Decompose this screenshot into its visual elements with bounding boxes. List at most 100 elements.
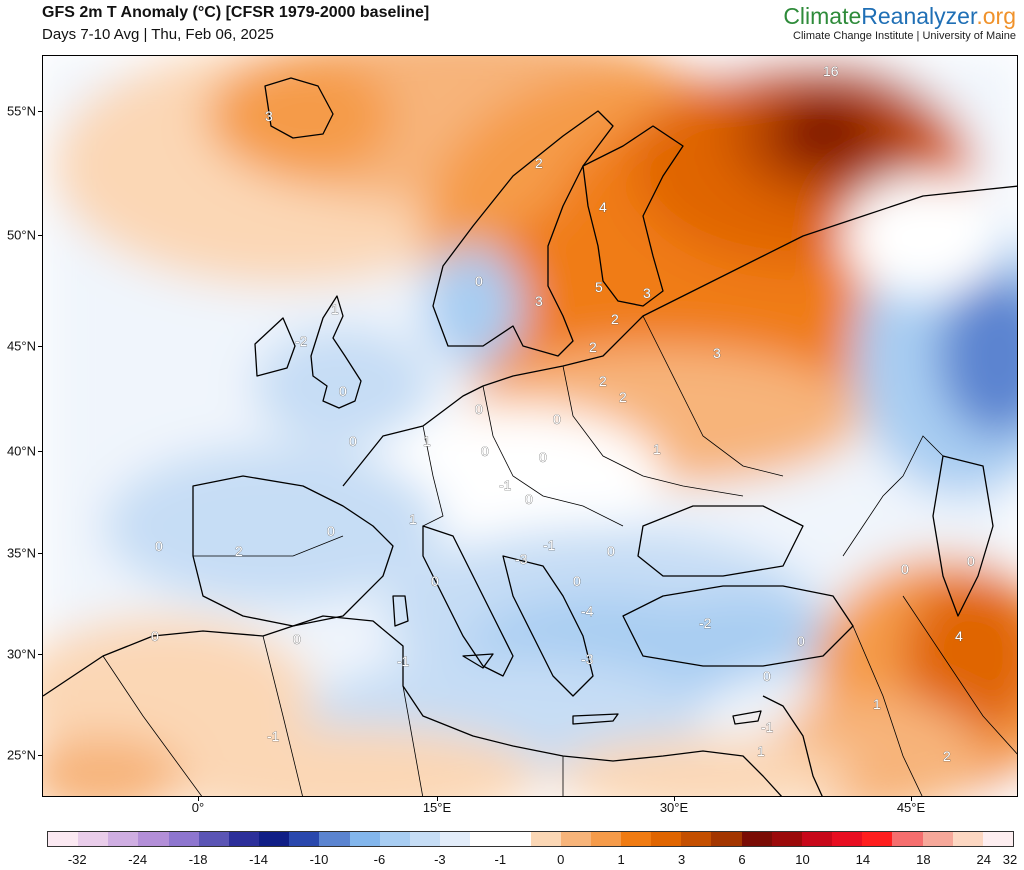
lat-tick bbox=[38, 451, 42, 452]
colorbar-label: -24 bbox=[128, 852, 148, 867]
brand-part-climate: Climate bbox=[783, 3, 862, 29]
colorbar-swatch bbox=[440, 832, 471, 846]
contour-value-label: 0 bbox=[573, 573, 581, 589]
contour-value-label: 4 bbox=[955, 628, 963, 644]
colorbar-label: 10 bbox=[795, 852, 810, 867]
map-panel: 16 3 2 4 0 3 5 3 1 -2 2 2 3 0 2 2 0 0 1 0 1 0 0 -1 0 1 0 0 2 0 -3 -1 0 0-… bbox=[42, 55, 1018, 797]
colorbar-label: 32 bbox=[1002, 852, 1018, 867]
colorbar-swatch bbox=[982, 832, 1013, 846]
colorbar-swatch bbox=[319, 832, 350, 846]
lat-label: 45°N bbox=[6, 338, 36, 354]
contour-value-label: 0 bbox=[553, 411, 561, 427]
lon-tick bbox=[674, 797, 675, 801]
colorbar-swatch bbox=[741, 832, 772, 846]
contour-value-label: 1 bbox=[757, 743, 765, 759]
colorbar-swatch bbox=[590, 832, 621, 846]
colorbar-label: -6 bbox=[373, 852, 386, 867]
colorbar-label: 6 bbox=[738, 852, 746, 867]
map-title: GFS 2m T Anomaly (°C) [CFSR 1979-2000 ba… bbox=[42, 4, 430, 21]
colorbar-label: -18 bbox=[188, 852, 208, 867]
lon-label: 30°E bbox=[659, 800, 689, 815]
colorbar-swatch bbox=[681, 832, 712, 846]
contour-value-label: -2 bbox=[295, 333, 308, 349]
lat-tick bbox=[38, 235, 42, 236]
contour-value-label: 0 bbox=[763, 668, 771, 684]
colorbar-swatch bbox=[289, 832, 320, 846]
contour-value-label: 0 bbox=[525, 491, 533, 507]
colorbar-swatch bbox=[801, 832, 833, 846]
colorbar-swatch bbox=[560, 832, 591, 846]
colorbar-swatch bbox=[922, 832, 953, 846]
colorbar-label: 0 bbox=[557, 852, 565, 867]
contour-value-label: -3 bbox=[515, 551, 528, 567]
colorbar-label: -32 bbox=[67, 852, 87, 867]
colorbar-swatch bbox=[379, 832, 410, 846]
anomaly-field bbox=[43, 56, 1017, 796]
contour-value-label: 0 bbox=[339, 383, 347, 399]
lat-label: 40°N bbox=[6, 443, 36, 459]
contour-value-label: -1 bbox=[397, 653, 410, 669]
contour-value-label: 0 bbox=[431, 573, 439, 589]
contour-value-label: -1 bbox=[499, 477, 512, 493]
map-subtitle: Days 7-10 Avg | Thu, Feb 06, 2025 bbox=[42, 26, 274, 43]
contour-value-label: 0 bbox=[151, 628, 159, 644]
contour-value-label: 1 bbox=[331, 301, 339, 317]
lat-label: 35°N bbox=[6, 545, 36, 561]
colorbar-swatch bbox=[78, 832, 109, 846]
lat-tick bbox=[38, 755, 42, 756]
brand-part-reanalyzer: Reanalyzer bbox=[861, 3, 977, 29]
lat-tick bbox=[38, 111, 42, 112]
colorbar-swatch bbox=[711, 832, 742, 846]
contour-value-label: 0 bbox=[481, 443, 489, 459]
contour-value-label: 1 bbox=[653, 441, 661, 457]
colorbar bbox=[47, 831, 1014, 847]
brand-logo[interactable]: ClimateReanalyzer.org bbox=[783, 3, 1016, 30]
contour-value-label: 3 bbox=[265, 108, 273, 124]
contour-value-label: 0 bbox=[539, 449, 547, 465]
contour-value-label: 1 bbox=[423, 433, 431, 449]
colorbar-swatch bbox=[409, 832, 441, 846]
contour-value-label: 2 bbox=[943, 748, 951, 764]
colorbar-label: -10 bbox=[309, 852, 329, 867]
colorbar-label: -14 bbox=[249, 852, 268, 867]
contour-value-label: 2 bbox=[535, 155, 543, 171]
colorbar-swatch bbox=[198, 832, 229, 846]
lon-tick bbox=[437, 797, 438, 801]
contour-value-label: 0 bbox=[327, 523, 335, 539]
contour-value-label: 4 bbox=[599, 199, 607, 215]
lat-tick bbox=[38, 654, 42, 655]
contour-value-label: 0 bbox=[349, 433, 357, 449]
colorbar-swatch bbox=[832, 832, 863, 846]
colorbar-swatch bbox=[862, 832, 893, 846]
lon-label: 0° bbox=[191, 800, 205, 815]
lat-tick bbox=[38, 346, 42, 347]
contour-value-label: 0 bbox=[155, 538, 163, 554]
contour-value-label: 2 bbox=[619, 389, 627, 405]
contour-value-label: 0 bbox=[901, 561, 909, 577]
colorbar-swatch bbox=[48, 832, 79, 846]
lat-label: 55°N bbox=[6, 103, 36, 119]
contour-value-label: 2 bbox=[235, 543, 243, 559]
coastlines bbox=[43, 77, 1017, 796]
colorbar-label: 18 bbox=[916, 852, 931, 867]
colorbar-swatch bbox=[651, 832, 682, 846]
brand-part-org: .org bbox=[976, 3, 1016, 29]
contour-value-label: 5 bbox=[595, 279, 603, 295]
colorbar-swatch bbox=[952, 832, 983, 846]
contour-value-label: 1 bbox=[409, 511, 417, 527]
colorbar-label: -1 bbox=[494, 852, 507, 867]
colorbar-swatch bbox=[168, 832, 199, 846]
contour-value-label: -3 bbox=[581, 651, 594, 667]
lon-label: 45°E bbox=[896, 800, 926, 815]
lon-tick bbox=[911, 797, 912, 801]
contour-value-label: 0 bbox=[967, 553, 975, 569]
colorbar-swatch bbox=[228, 832, 260, 846]
lon-label: 15°E bbox=[422, 800, 452, 815]
lat-label: 30°N bbox=[6, 646, 36, 662]
contour-value-label: 0 bbox=[475, 273, 483, 289]
contour-value-label: -1 bbox=[761, 719, 774, 735]
contour-value-label: 3 bbox=[643, 285, 651, 301]
lat-label: 25°N bbox=[6, 747, 36, 763]
colorbar-swatch bbox=[259, 832, 290, 846]
